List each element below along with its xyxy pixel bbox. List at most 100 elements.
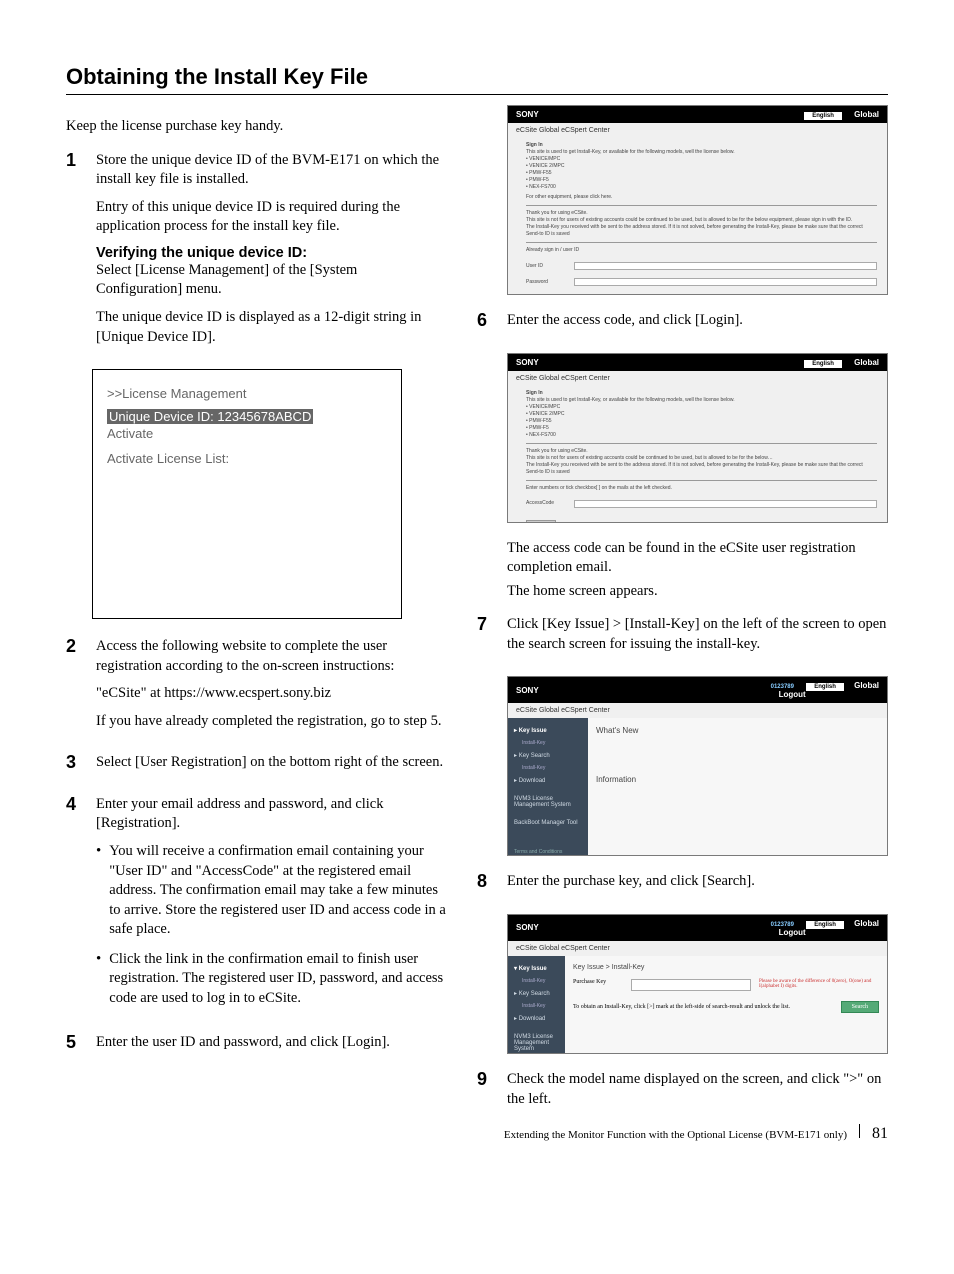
desc-text: To obtain an Install-Key, click [>] mark… — [573, 1004, 833, 1010]
menu-line: >>License Management — [107, 386, 387, 401]
info-line: • PMW-F5 — [526, 425, 877, 432]
step-5: 5 Enter the user ID and password, and cl… — [66, 1033, 447, 1061]
password-input[interactable] — [574, 278, 877, 286]
global-link[interactable]: Global — [854, 358, 879, 367]
screenshot-home: SONY 0123789 English Global Logout eCSit… — [507, 676, 888, 856]
menu-line: Activate — [107, 426, 387, 441]
step-text: The home screen appears. — [507, 582, 888, 602]
screenshot-accesscode: SONY English Global eCSite Global eCSper… — [507, 353, 888, 523]
brand-label: SONY — [516, 358, 539, 367]
sidebar-terms[interactable]: Terms and Conditions — [514, 849, 582, 855]
step-2: 2 Access the following website to comple… — [66, 637, 447, 739]
lang-selector[interactable]: English — [804, 360, 842, 368]
section-title: Sign In — [526, 142, 877, 149]
sidebar-item-installkey[interactable]: Install-Key — [514, 737, 582, 749]
sidebar-item-download[interactable]: ▸ Download — [514, 774, 582, 787]
license-menu-box: >>License Management Unique Device ID: 1… — [92, 369, 402, 619]
field-label: Password — [526, 279, 566, 286]
step-9: 9 Check the model name displayed on the … — [477, 1070, 888, 1117]
site-subtitle: eCSite Global eCSpert Center — [508, 703, 887, 718]
bullet-text: Click the link in the confirmation email… — [109, 950, 447, 1009]
info-line: • VENICE/MPC — [526, 156, 877, 163]
sidebar-item-installkey[interactable]: Install-Key — [514, 975, 559, 987]
userid-input[interactable] — [574, 262, 877, 270]
site-subtitle: eCSite Global eCSpert Center — [508, 123, 887, 138]
sidebar-item-keysearch[interactable]: ▸ Key Search — [514, 987, 559, 1000]
page-number: 81 — [872, 1125, 888, 1143]
site-subtitle: eCSite Global eCSpert Center — [508, 941, 887, 956]
logout-link[interactable]: Logout — [779, 928, 806, 937]
step-text: Enter your email address and password, a… — [96, 795, 447, 834]
field-note: Please be aware of the difference of 0(z… — [759, 979, 879, 989]
main-content: Key Issue > Install-Key Purchase Key Ple… — [565, 956, 887, 1054]
brand-label: SONY — [516, 110, 539, 119]
info-line: • NEX-FS700 — [526, 184, 877, 191]
step-4: 4 Enter your email address and password,… — [66, 795, 447, 1019]
step-number: 5 — [66, 1033, 84, 1061]
step-text: If you have already completed the regist… — [96, 712, 447, 732]
info-block: The Install-Key you received with be sen… — [526, 224, 877, 238]
intro-text: Keep the license purchase key handy. — [66, 117, 447, 137]
purchasekey-input[interactable] — [631, 979, 751, 991]
info-line: • NEX-FS700 — [526, 432, 877, 439]
logout-link[interactable]: Logout — [779, 690, 806, 699]
screenshot-search: SONY 0123789 English Global Logout eCSit… — [507, 914, 888, 1054]
info-block: Thank you for using eCSite. — [526, 448, 877, 455]
screenshot-login: SONY English Global eCSite Global eCSper… — [507, 105, 888, 295]
info-block: Thank you for using eCSite. — [526, 210, 877, 217]
step-number: 8 — [477, 872, 495, 900]
step-number: 9 — [477, 1070, 495, 1117]
step-number: 3 — [66, 753, 84, 781]
sidebar-item-nvm3[interactable]: NVM3 License Management System — [514, 1031, 559, 1054]
step-1: 1 Store the unique device ID of the BVM-… — [66, 151, 447, 356]
sidebar-item-keyissue[interactable]: ▾ Key Issue — [514, 962, 559, 975]
step-text: "eCSite" at https://www.ecspert.sony.biz — [96, 684, 447, 704]
sidebar-item-backboot[interactable]: BackBoot Manager Tool — [514, 817, 582, 829]
footer-text: Extending the Monitor Function with the … — [504, 1129, 847, 1141]
info-line: • PMW-F5 — [526, 177, 877, 184]
sidebar-item-keysearch[interactable]: ▸ Key Search — [514, 749, 582, 762]
whats-new-heading: What's New — [596, 726, 879, 735]
step-3: 3 Select [User Registration] on the bott… — [66, 753, 447, 781]
info-line: This site is used to get Install-Key, or… — [526, 397, 877, 404]
sidebar-item-installkey2[interactable]: Install-Key — [514, 1000, 559, 1012]
field-label: AccessCode — [526, 500, 566, 507]
login-button[interactable]: Login — [526, 520, 556, 523]
global-link[interactable]: Global — [854, 919, 879, 928]
sidebar: ▾ Key Issue Install-Key ▸ Key Search Ins… — [508, 956, 565, 1054]
bullet-text: You will receive a confirmation email co… — [109, 842, 447, 940]
step-text: Store the unique device ID of the BVM-E1… — [96, 151, 447, 190]
brand-label: SONY — [516, 686, 539, 695]
site-subtitle: eCSite Global eCSpert Center — [508, 371, 887, 386]
search-button[interactable]: Search — [841, 1001, 879, 1013]
info-line: • PMW-F55 — [526, 418, 877, 425]
info-block: This site is not for users of existing a… — [526, 455, 877, 462]
field-label: User ID — [526, 263, 566, 270]
prompt-text: Enter numbers or tick checkbox[ ] on the… — [526, 485, 877, 492]
global-link[interactable]: Global — [854, 110, 879, 119]
step-number: 4 — [66, 795, 84, 1019]
sidebar-item-nvm3[interactable]: NVM3 License Management System — [514, 793, 582, 811]
step-number: 2 — [66, 637, 84, 739]
page-footer: Extending the Monitor Function with the … — [504, 1124, 888, 1143]
menu-line: Activate License List: — [107, 451, 387, 466]
step-text: Enter the user ID and password, and clic… — [96, 1033, 447, 1053]
lang-selector[interactable]: English — [806, 921, 844, 929]
section-title: Sign In — [526, 390, 877, 397]
subheading: Verifying the unique device ID: — [96, 245, 447, 261]
lang-selector[interactable]: English — [804, 112, 842, 120]
sidebar-item-installkey2[interactable]: Install-Key — [514, 762, 582, 774]
step-number: 1 — [66, 151, 84, 356]
step-text: Access the following website to complete… — [96, 637, 447, 676]
step-text: Select [User Registration] on the bottom… — [96, 753, 447, 773]
lang-selector[interactable]: English — [806, 683, 844, 691]
field-label: Purchase Key — [573, 979, 623, 985]
step-number: 7 — [477, 615, 495, 662]
global-link[interactable]: Global — [854, 681, 879, 690]
info-line: • VENICE 2/MPC — [526, 163, 877, 170]
step-text: Click [Key Issue] > [Install-Key] on the… — [507, 615, 888, 654]
sidebar-item-download[interactable]: ▸ Download — [514, 1012, 559, 1025]
step-text: The unique device ID is displayed as a 1… — [96, 308, 447, 347]
sidebar-item-keyissue[interactable]: ▸ Key Issue — [514, 724, 582, 737]
accesscode-input[interactable] — [574, 500, 877, 508]
